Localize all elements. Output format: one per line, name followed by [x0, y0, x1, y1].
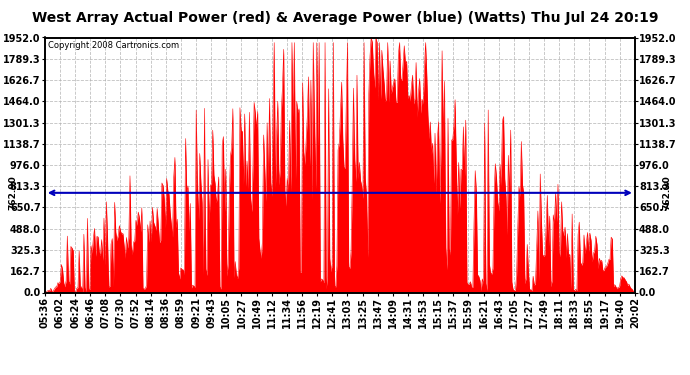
Text: 762.90: 762.90 [663, 176, 672, 210]
Text: Copyright 2008 Cartronics.com: Copyright 2008 Cartronics.com [48, 41, 179, 50]
Text: West Array Actual Power (red) & Average Power (blue) (Watts) Thu Jul 24 20:19: West Array Actual Power (red) & Average … [32, 11, 658, 25]
Text: 762.90: 762.90 [8, 176, 17, 210]
